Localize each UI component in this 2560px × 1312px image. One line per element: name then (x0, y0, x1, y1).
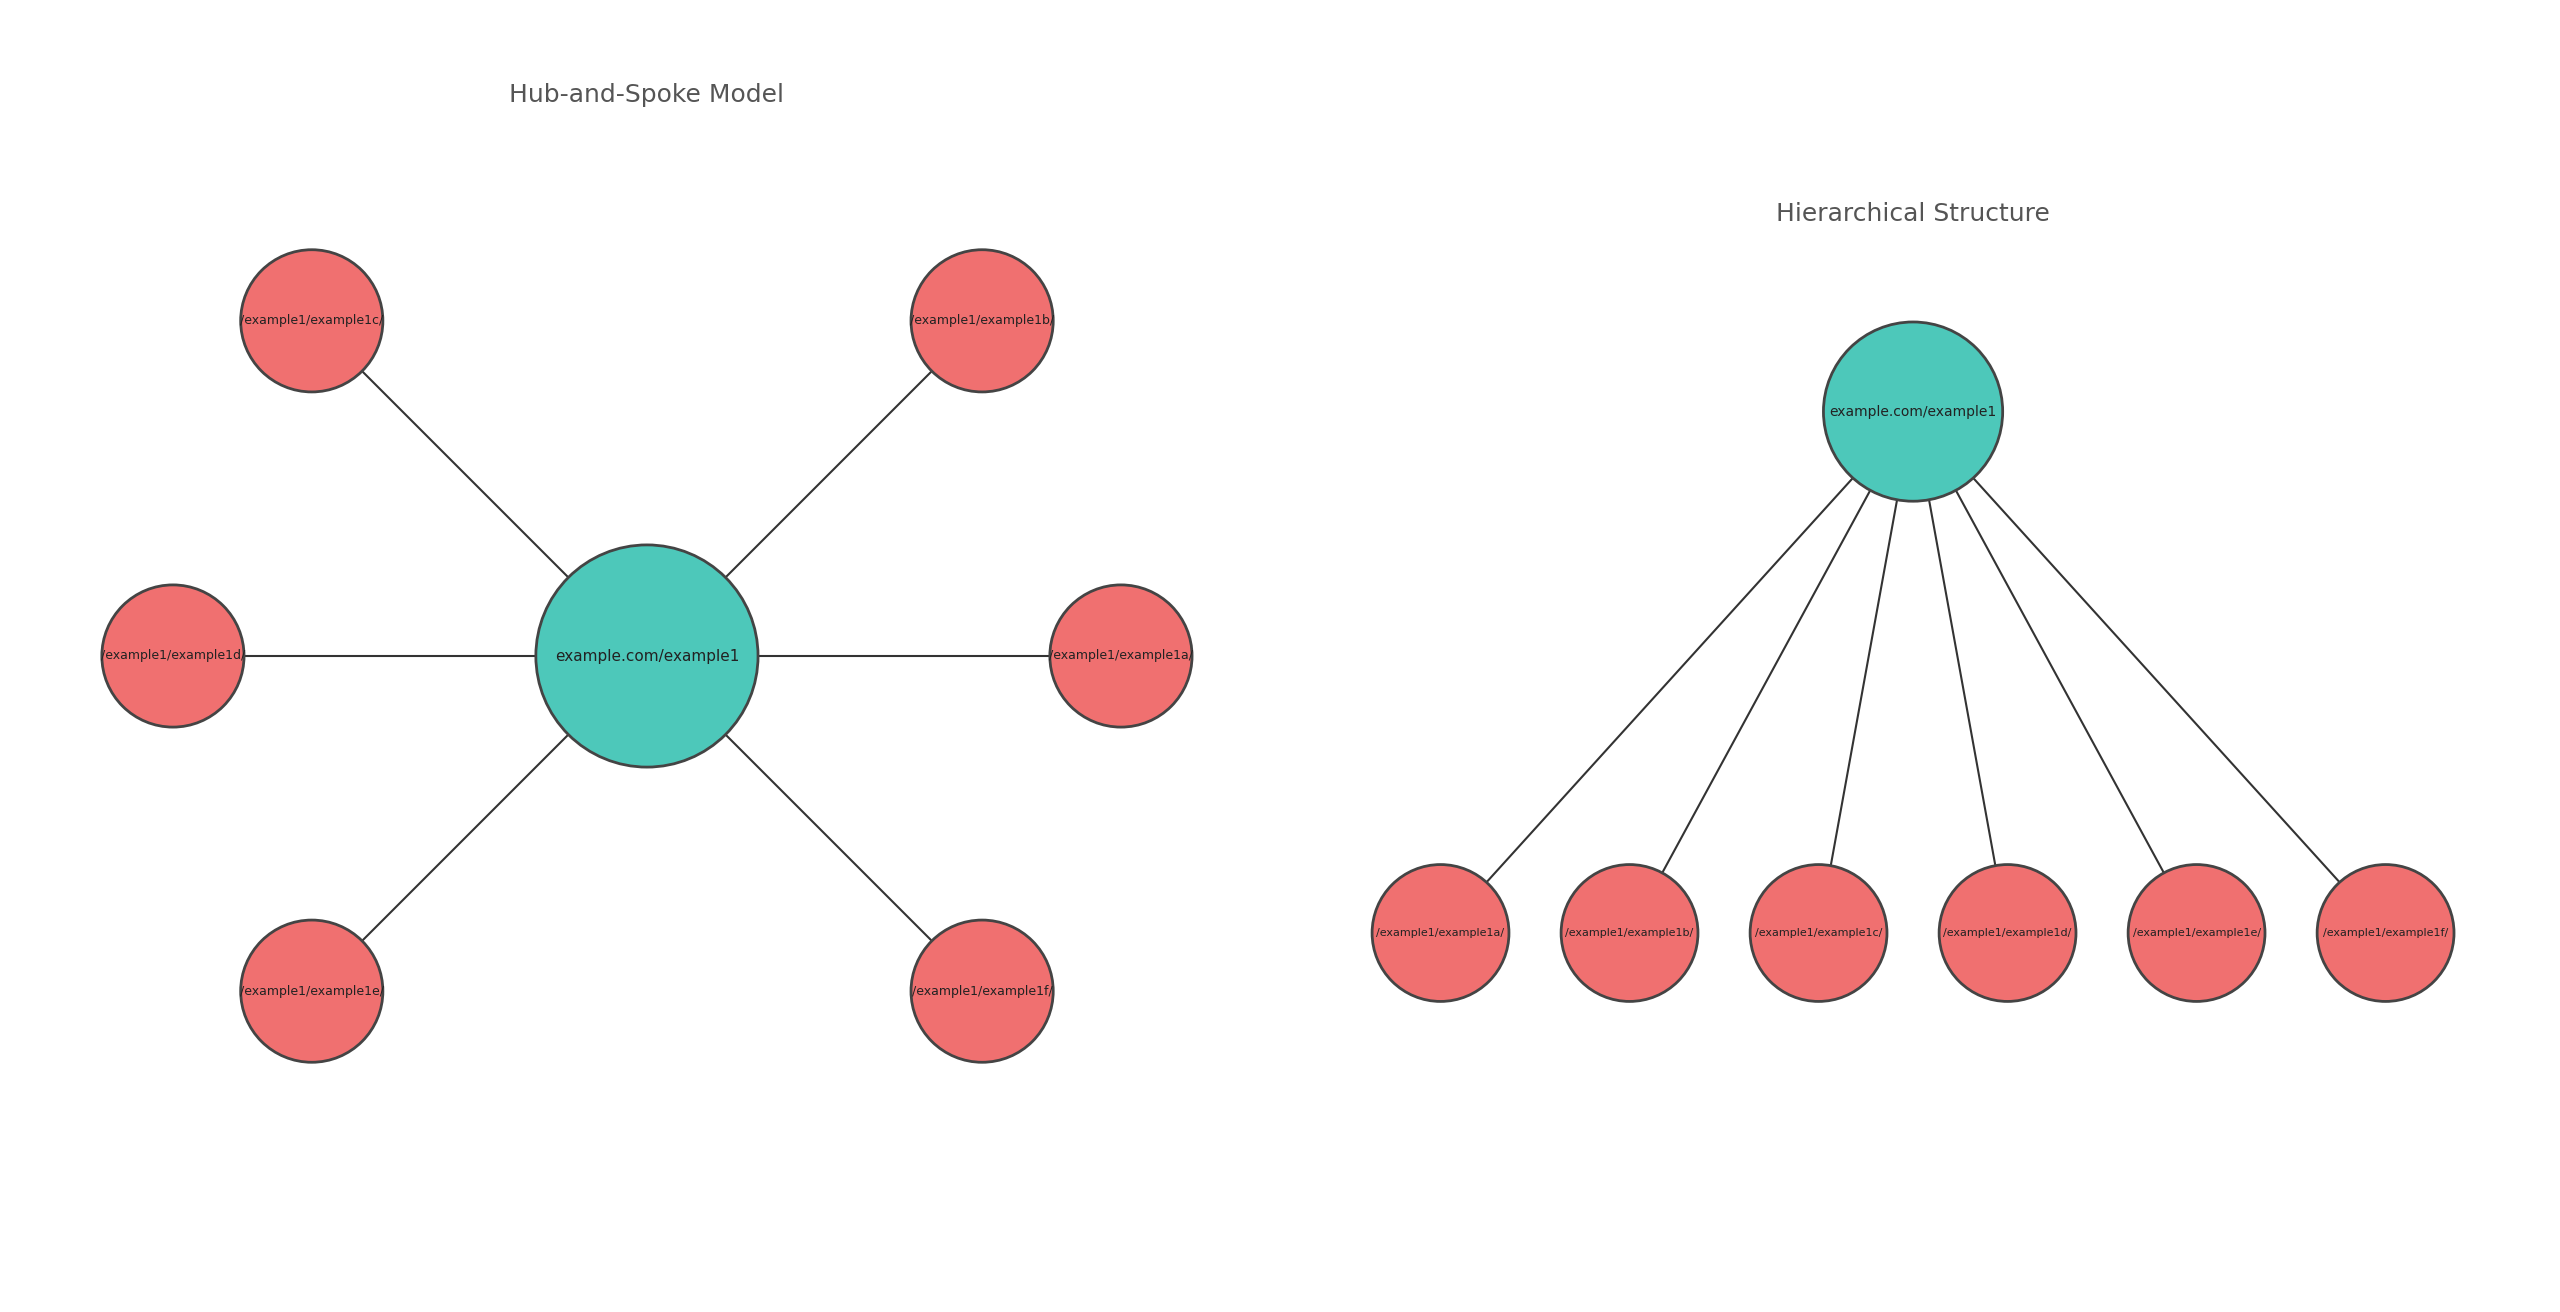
Circle shape (1751, 865, 1887, 1001)
Text: example.com/example1: example.com/example1 (556, 648, 740, 664)
Text: /example1/example1e/: /example1/example1e/ (2132, 928, 2260, 938)
Circle shape (535, 544, 758, 768)
Text: /example1/example1d/: /example1/example1d/ (1943, 928, 2071, 938)
Circle shape (2127, 865, 2266, 1001)
Title: Hierarchical Structure: Hierarchical Structure (1777, 202, 2051, 226)
Circle shape (911, 920, 1052, 1063)
Text: /example1/example1f/: /example1/example1f/ (911, 985, 1052, 997)
Circle shape (1823, 321, 2002, 501)
Text: /example1/example1d/: /example1/example1d/ (100, 649, 246, 663)
Circle shape (241, 920, 384, 1063)
Circle shape (911, 249, 1052, 392)
Text: /example1/example1b/: /example1/example1b/ (909, 315, 1055, 327)
Circle shape (1938, 865, 2076, 1001)
Text: /example1/example1b/: /example1/example1b/ (1564, 928, 1695, 938)
Text: /example1/example1a/: /example1/example1a/ (1377, 928, 1505, 938)
Circle shape (1372, 865, 1508, 1001)
Text: /example1/example1c/: /example1/example1c/ (241, 315, 384, 327)
Title: Hub-and-Spoke Model: Hub-and-Spoke Model (509, 83, 783, 108)
Text: /example1/example1e/: /example1/example1e/ (241, 985, 384, 997)
Text: /example1/example1a/: /example1/example1a/ (1050, 649, 1193, 663)
Circle shape (241, 249, 384, 392)
Circle shape (102, 585, 243, 727)
Text: example.com/example1: example.com/example1 (1830, 404, 1997, 419)
Circle shape (1050, 585, 1193, 727)
Text: /example1/example1c/: /example1/example1c/ (1754, 928, 1882, 938)
Circle shape (2317, 865, 2455, 1001)
Circle shape (1562, 865, 1697, 1001)
Text: /example1/example1f/: /example1/example1f/ (2322, 928, 2447, 938)
